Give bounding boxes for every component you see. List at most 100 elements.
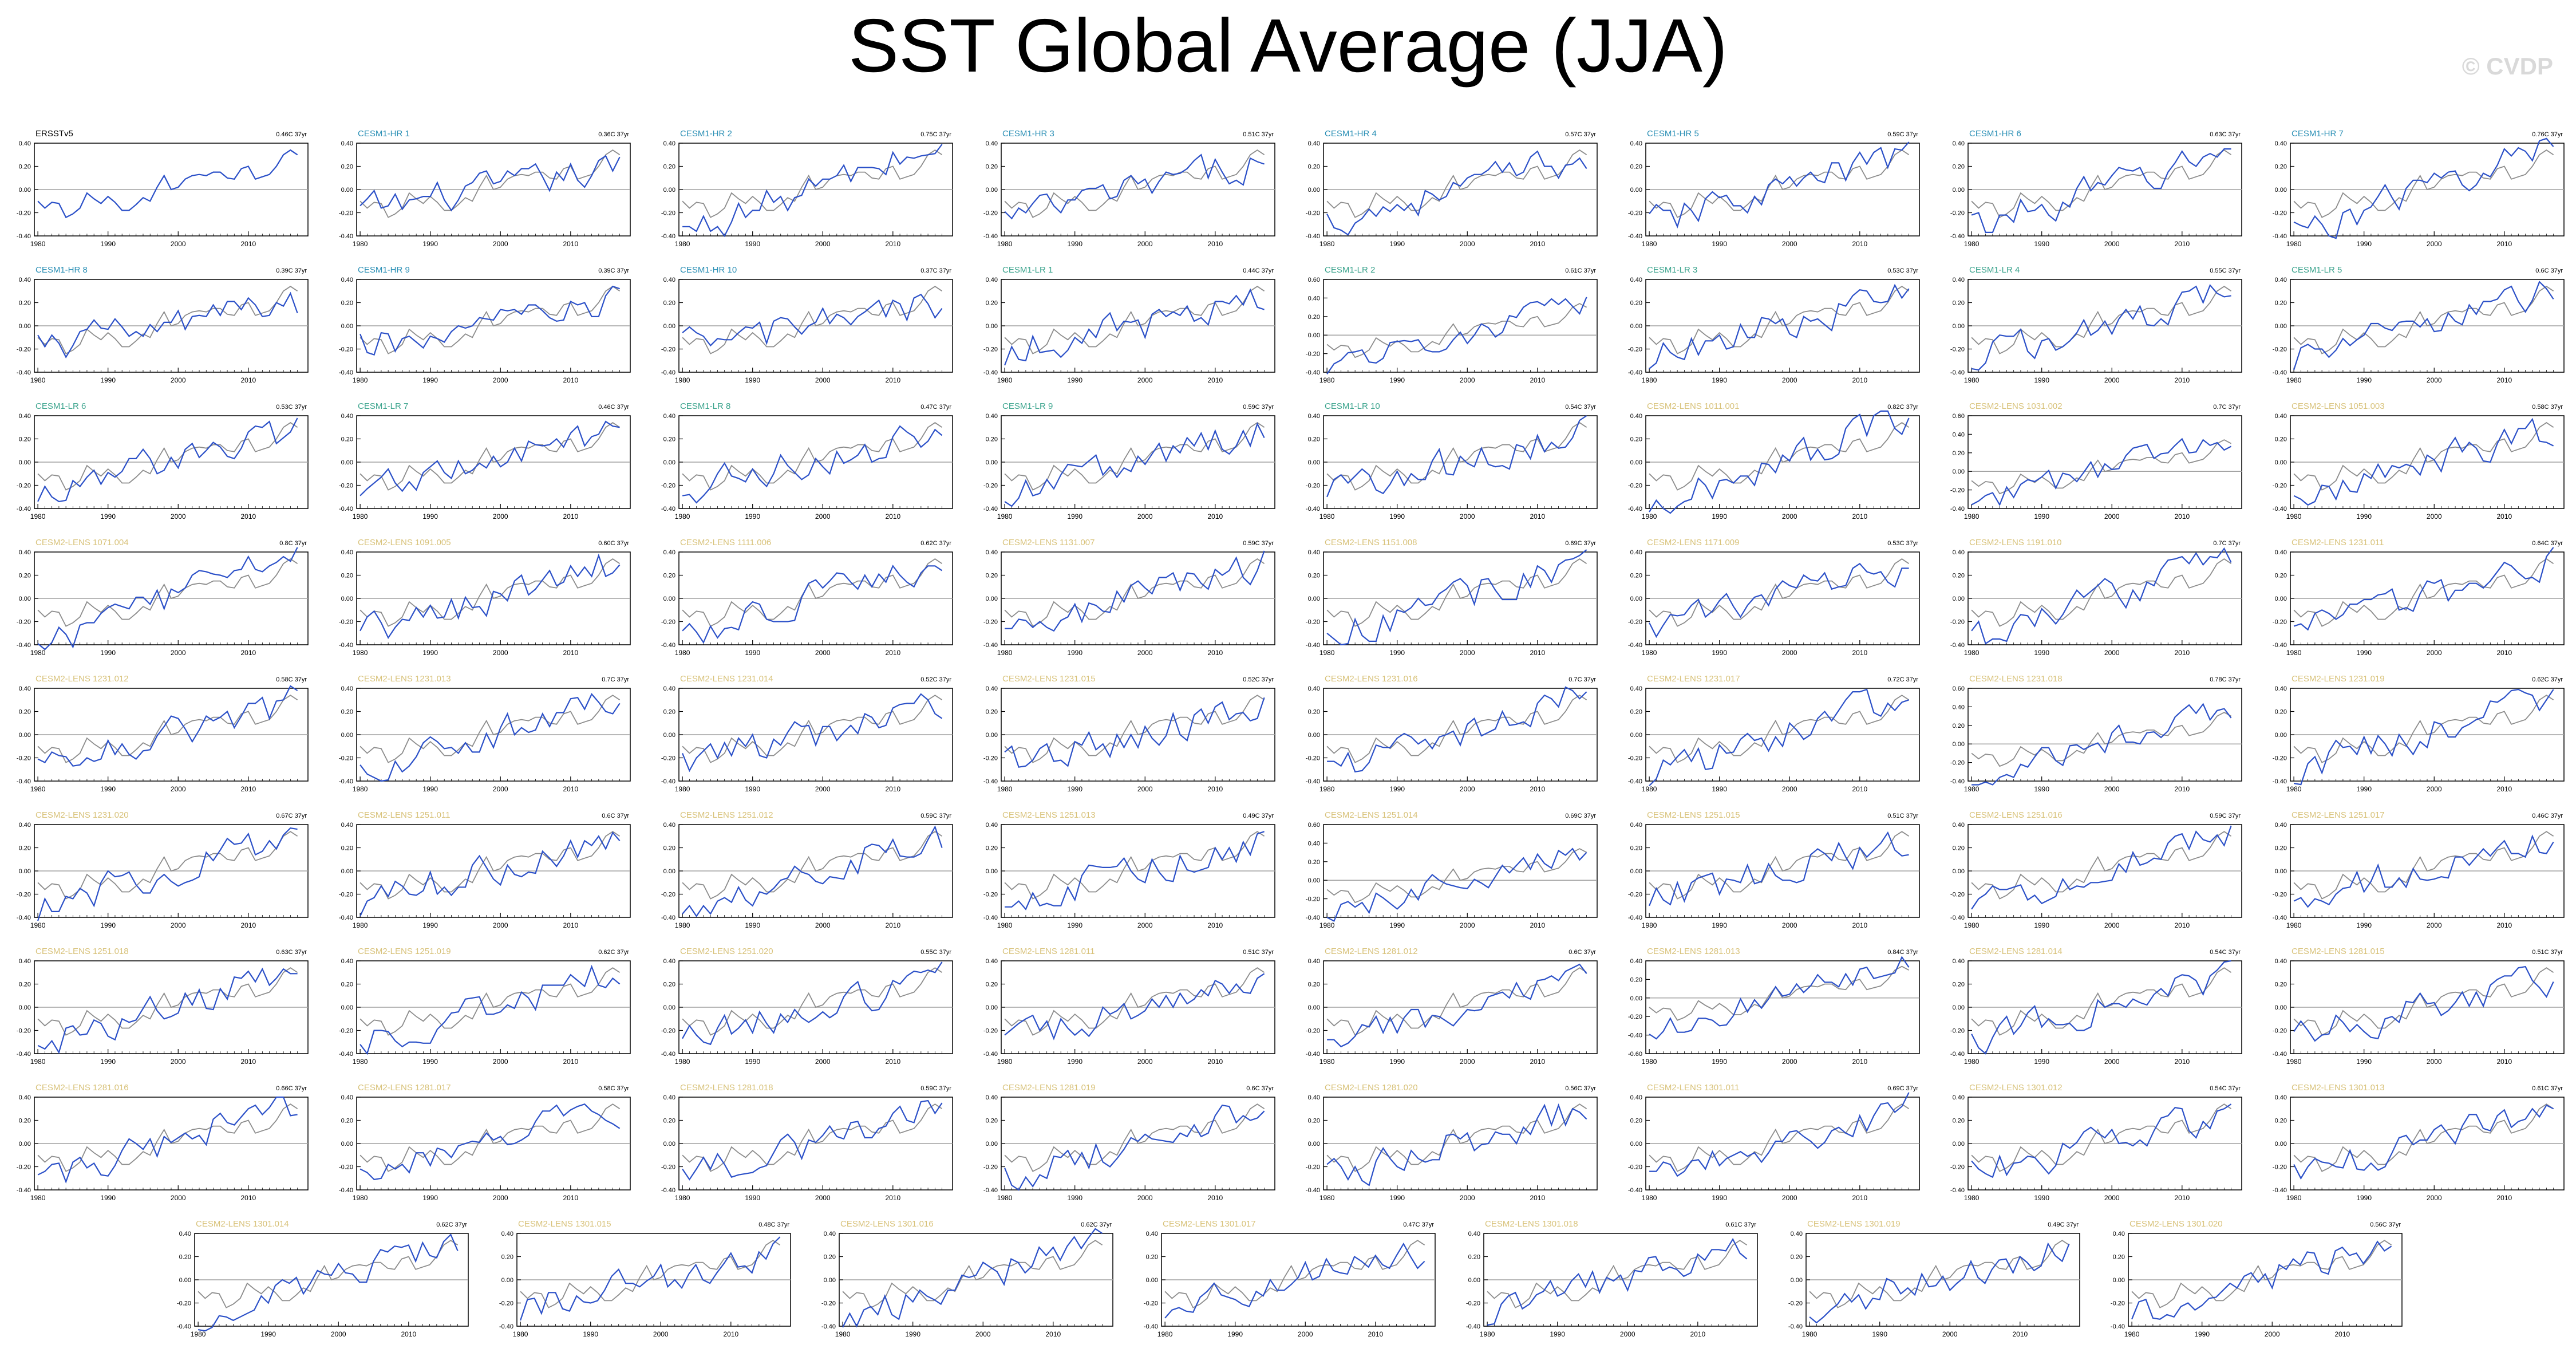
y-tick-label: -0.40 [1950, 1187, 1965, 1194]
y-tick-label: -0.20 [17, 1028, 31, 1035]
y-tick-label: -0.60 [1628, 1051, 1642, 1058]
panel: CESM2-LENS 1251.017 0.46C 37yr 0.40 0.20 0.0… [2273, 810, 2565, 929]
panel: CESM2-LENS 1191.010 0.7C 37yr 0.40 0.20 0.00… [1950, 538, 2242, 657]
panel: CESM2-LENS 1301.018 0.61C 37yr 0.40 0.20 0.0… [1466, 1219, 1758, 1338]
x-tick-label: 2000 [2427, 1058, 2442, 1066]
obs-series-line [1164, 1240, 1425, 1308]
panel-title: ERSSTv5 [35, 129, 73, 139]
trend-label: 0.58C 37yr [598, 1085, 629, 1092]
model-series-line [520, 1236, 781, 1321]
x-tick-label: 2010 [240, 1058, 256, 1066]
y-tick-label: -0.40 [983, 1051, 998, 1058]
y-tick-label: 0.00 [1308, 1004, 1320, 1011]
x-tick-label: 2000 [1460, 240, 1475, 248]
y-tick-label: 0.00 [1308, 187, 1320, 194]
x-tick-label: 2010 [1530, 512, 1545, 521]
y-tick-label: 0.40 [1630, 549, 1642, 556]
panel-title: CESM1-HR 8 [35, 265, 88, 275]
x-tick-label: 2000 [1298, 1330, 1313, 1338]
panel: CESM1-LR 2 0.61C 37yr 0.60 0.40 0.20 0.00 -0.2… [1306, 265, 1598, 384]
x-tick-label: 1990 [1227, 1330, 1243, 1338]
obs-series-line [682, 1103, 943, 1172]
y-tick-label: 0.00 [824, 1277, 836, 1284]
y-tick-label: 0.20 [663, 709, 675, 716]
obs-series-line [1649, 422, 1910, 491]
x-tick-label: 2010 [240, 1194, 256, 1202]
y-tick-label: 0.20 [1953, 164, 1965, 171]
panel: CESM1-LR 3 0.53C 37yr 0.40 0.20 0.00 -0.20 -0.… [1628, 265, 1920, 384]
x-tick-label: 1990 [745, 240, 760, 248]
x-tick-label: 1990 [2356, 240, 2372, 248]
x-tick-label: 1990 [100, 1058, 116, 1066]
x-tick-label: 1990 [1872, 1330, 1887, 1338]
y-tick-label: 0.40 [986, 958, 998, 965]
model-series-line [1649, 1092, 1910, 1177]
trend-label: 0.51C 37yr [1243, 131, 1274, 138]
x-tick-label: 2010 [2496, 240, 2512, 248]
obs-series-line [2293, 695, 2554, 763]
y-tick-label: 0.20 [1630, 976, 1642, 983]
y-tick-label: 0.00 [2275, 868, 2287, 875]
obs-series-line [682, 286, 943, 354]
panel-frame [1645, 960, 1920, 1054]
y-tick-label: 0.00 [2275, 596, 2287, 602]
y-tick-label: 0.00 [1953, 468, 1965, 475]
y-tick-label: -0.20 [1628, 892, 1642, 898]
trend-label: 0.53C 37yr [1887, 540, 1918, 547]
y-tick-label: 0.40 [1953, 549, 1965, 556]
y-tick-label: 0.00 [2275, 459, 2287, 466]
x-tick-label: 1980 [1480, 1330, 1495, 1338]
x-tick-label: 2010 [1530, 649, 1545, 657]
x-tick-label: 2000 [171, 785, 186, 793]
panel: CESM2-LENS 1231.020 0.67C 37yr 0.40 0.20 0.0… [17, 810, 309, 929]
y-tick-label: 0.20 [2275, 709, 2287, 716]
x-tick-label: 1980 [2286, 921, 2302, 929]
x-tick-label: 2000 [2427, 512, 2442, 521]
y-tick-label: 0.40 [1308, 958, 1320, 965]
x-tick-label: 1980 [1642, 921, 1657, 929]
x-tick-label: 2000 [2427, 376, 2442, 384]
trend-label: 0.60C 37yr [598, 540, 629, 547]
x-tick-label: 1980 [1964, 649, 1980, 657]
panel: CESM1-LR 9 0.59C 37yr 0.40 0.20 0.00 -0.20 -0.… [983, 401, 1275, 521]
obs-series-line [1004, 422, 1265, 491]
y-tick-label: -0.40 [2273, 369, 2287, 376]
x-tick-label: 2010 [563, 376, 578, 384]
y-tick-label: -0.40 [1306, 506, 1320, 512]
obs-series-line [1971, 1103, 2232, 1172]
model-series-line [359, 693, 621, 782]
y-tick-label: 0.20 [341, 436, 353, 443]
x-tick-label: 2000 [171, 1058, 186, 1066]
model-series-line [359, 831, 621, 917]
x-tick-label: 2010 [1852, 376, 1867, 384]
y-tick-label: -0.40 [1788, 1323, 1803, 1330]
x-tick-label: 1990 [745, 921, 760, 929]
panel-title: CESM1-LR 7 [358, 401, 408, 411]
y-tick-label: -0.40 [339, 506, 353, 512]
obs-series-line [1971, 712, 2232, 767]
y-tick-label: -0.20 [339, 1164, 353, 1171]
x-tick-label: 2000 [1460, 376, 1475, 384]
panel-title: CESM2-LENS 1231.018 [1969, 674, 2063, 684]
y-tick-label: 0.20 [663, 300, 675, 307]
panel-title: CESM2-LENS 1251.015 [1647, 810, 1740, 820]
x-tick-label: 1990 [1067, 1194, 1082, 1202]
obs-series-line [842, 1240, 1103, 1308]
y-tick-label: 0.00 [2275, 1004, 2287, 1011]
y-tick-label: 0.00 [19, 596, 31, 602]
panel-title: CESM1-HR 3 [1002, 129, 1054, 139]
panel-title: CESM1-LR 4 [1969, 265, 2020, 275]
trend-label: 0.54C 37yr [2210, 949, 2241, 956]
y-tick-label: -0.40 [1950, 778, 1965, 785]
x-tick-label: 1990 [1067, 921, 1082, 929]
panel-title: CESM2-LENS 1281.016 [35, 1083, 129, 1093]
y-tick-label: 0.00 [2275, 1141, 2287, 1148]
y-tick-label: 0.40 [19, 413, 31, 420]
trend-label: 0.39C 37yr [276, 267, 307, 274]
panel: CESM2-LENS 1281.017 0.58C 37yr 0.40 0.20 0.0… [339, 1083, 631, 1202]
model-series-line [2293, 547, 2554, 631]
model-series-line [682, 293, 943, 347]
x-tick-label: 1980 [30, 649, 46, 657]
x-tick-label: 2010 [1207, 512, 1223, 521]
model-series-line [1326, 415, 1587, 498]
